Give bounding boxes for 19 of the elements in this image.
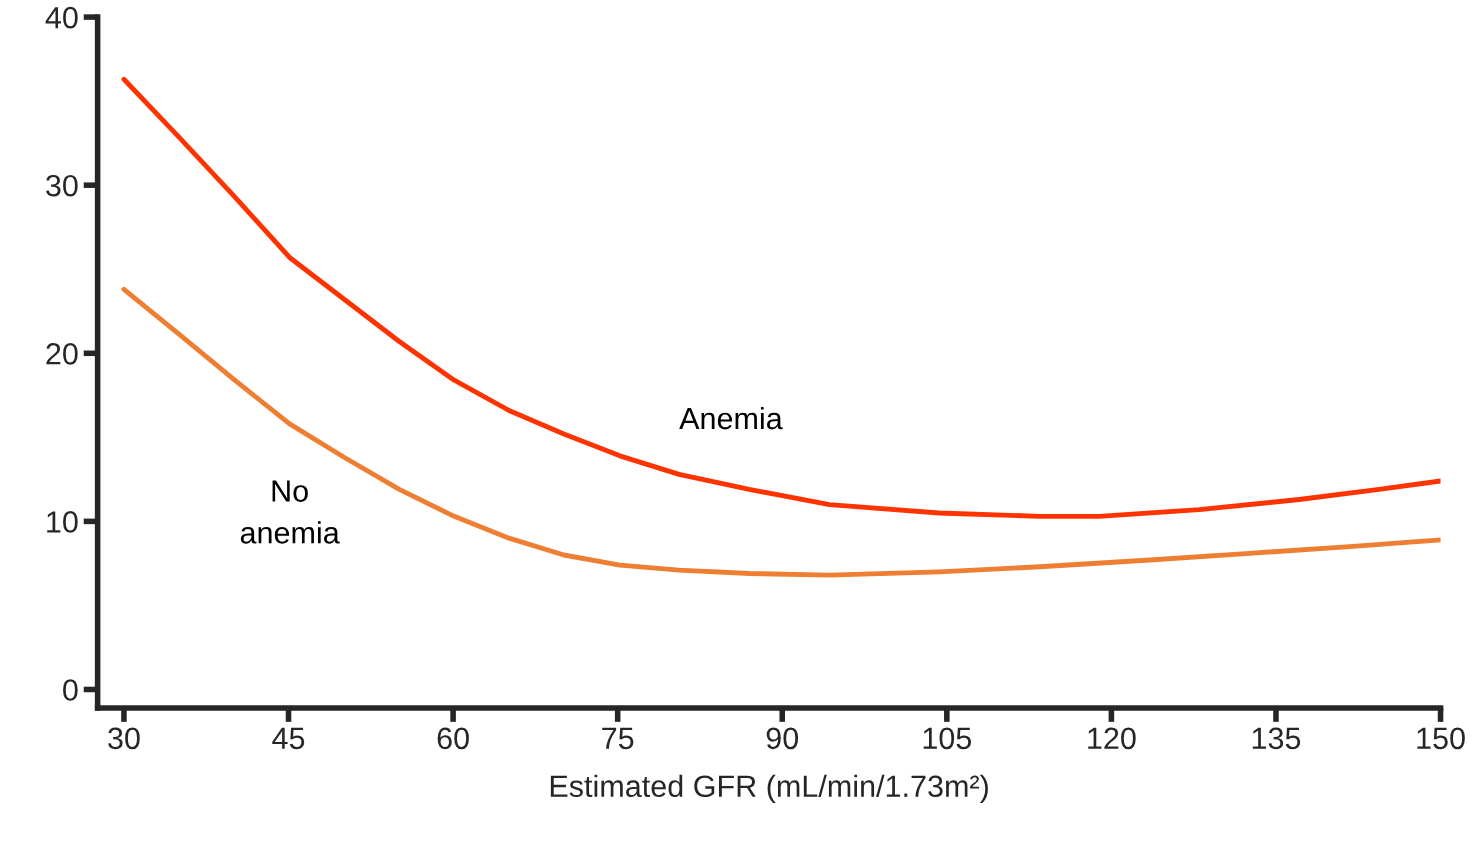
- x-tick-label: 150: [1417, 727, 1465, 750]
- y-tick-label: 20: [46, 343, 78, 365]
- y-tick-label: 0: [63, 679, 78, 701]
- x-tick-label: 45: [272, 727, 305, 750]
- line-series: [121, 76, 1441, 519]
- x-tick-label: 75: [602, 727, 634, 750]
- line-series: [121, 286, 1441, 578]
- series-label: No anemia: [240, 480, 340, 544]
- x-tick-label: 60: [437, 727, 469, 750]
- x-axis-title: Estimated GFR (mL/min/1.73m²): [550, 774, 988, 804]
- y-tick-label: 40: [45, 6, 78, 29]
- y-tick-label: 30: [46, 174, 78, 197]
- x-tick-label: 105: [923, 727, 972, 750]
- x-tick-label: 30: [108, 727, 140, 750]
- x-tick-label: 120: [1088, 727, 1136, 750]
- x-tick-label: 135: [1252, 727, 1301, 750]
- x-tick-label: 90: [766, 727, 799, 750]
- y-tick-label: 10: [47, 511, 78, 533]
- series-label: Anemia: [679, 406, 783, 430]
